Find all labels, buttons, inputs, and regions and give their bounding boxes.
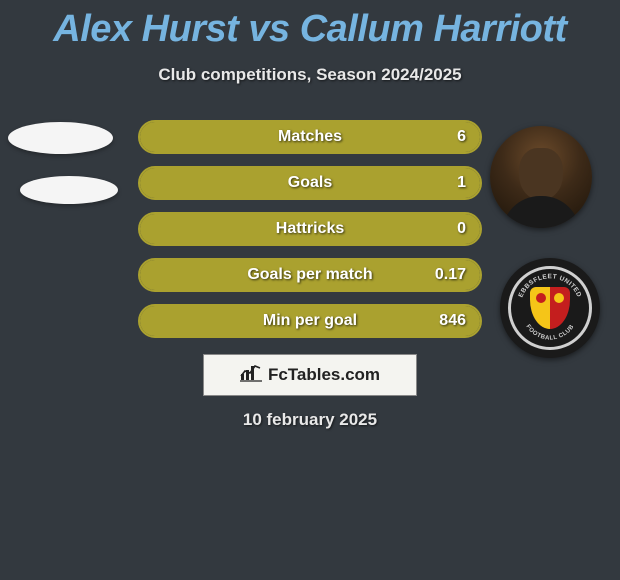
bar-value: 1 [457,174,466,192]
subtitle: Club competitions, Season 2024/2025 [0,65,620,85]
bar-label: Hattricks [276,220,344,238]
fctables-label: FcTables.com [268,365,380,385]
bar-chart-icon [240,364,262,387]
bar-label: Min per goal [263,312,357,330]
page-title: Alex Hurst vs Callum Harriott [0,0,620,51]
bar-label: Matches [278,128,342,146]
bar-label: Goals [288,174,332,192]
bar-row: Hattricks 0 [138,212,482,246]
left-player-avatar-placeholder-1 [8,122,113,154]
bar-list: Matches 6 Goals 1 Hattricks 0 Goals per match 0… [138,120,482,350]
bar-value: 6 [457,128,466,146]
bar-row: Goals per match 0.17 [138,258,482,292]
right-player-avatar [490,126,592,228]
club-shield-icon [530,287,570,329]
club-badge-inner: EBBSFLEET UNITED FOOTBALL CLUB [508,266,592,350]
bar-label: Goals per match [247,266,372,284]
left-player-avatar-placeholder-2 [20,176,118,204]
club-badge: EBBSFLEET UNITED FOOTBALL CLUB [500,258,600,358]
fctables-watermark: FcTables.com [203,354,417,396]
bar-row: Matches 6 [138,120,482,154]
date-text: 10 february 2025 [0,410,620,430]
bar-value: 0.17 [435,266,466,284]
bar-row: Min per goal 846 [138,304,482,338]
bar-row: Goals 1 [138,166,482,200]
bar-value: 846 [439,312,466,330]
bar-value: 0 [457,220,466,238]
